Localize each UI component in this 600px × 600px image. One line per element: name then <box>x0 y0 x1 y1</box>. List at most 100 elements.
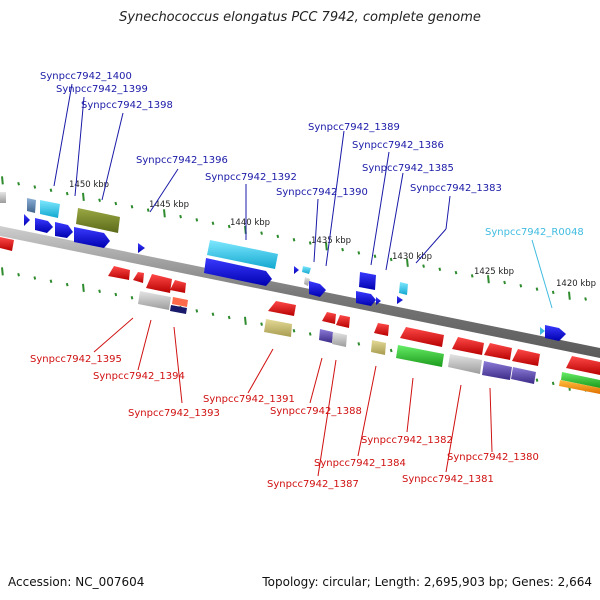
gene-feature <box>170 280 186 293</box>
track-tick <box>470 274 474 278</box>
scale-label: 1450 kbp <box>69 180 109 190</box>
track-tick <box>82 283 85 292</box>
rna-callout <box>531 239 553 309</box>
scale-label: 1445 kbp <box>149 200 189 210</box>
gene-feature <box>512 349 540 366</box>
scale-label: 1440 kbp <box>230 218 270 228</box>
gene-label[interactable]: Synpcc7942_1398 <box>81 100 173 111</box>
track-tick <box>260 231 263 235</box>
gene-label[interactable]: Synpcc7942_1400 <box>40 71 132 82</box>
track-tick <box>49 188 53 193</box>
gene-feature <box>397 296 403 304</box>
gene-feature <box>359 272 376 290</box>
gene-feature <box>448 354 482 374</box>
track-tick <box>373 254 377 258</box>
track-tick <box>276 234 280 239</box>
gene-feature <box>204 258 272 286</box>
gene-feature <box>76 208 120 233</box>
gene-feature <box>540 327 545 335</box>
gene-feature <box>319 329 333 343</box>
gene-feature <box>332 332 347 347</box>
track-tick <box>551 290 555 295</box>
track-tick <box>325 242 328 251</box>
track-tick <box>17 181 20 186</box>
gene-feature <box>304 277 310 286</box>
track-tick <box>17 272 20 277</box>
gene-label[interactable]: Synpcc7942_1382 <box>361 435 453 446</box>
gene-feature <box>322 312 336 324</box>
track-tick <box>33 185 37 189</box>
gene-feature <box>24 214 30 226</box>
forward-features <box>0 192 566 341</box>
track-tick <box>163 209 166 218</box>
gene-feature <box>294 266 299 274</box>
gene-label[interactable]: Synpcc7942_1383 <box>410 183 502 194</box>
track-tick <box>357 251 361 255</box>
track-tick <box>146 208 150 212</box>
gene-feature <box>511 367 536 384</box>
gene-label[interactable]: Synpcc7942_1381 <box>402 474 494 485</box>
gene-feature <box>138 291 171 310</box>
track-tick <box>519 284 523 288</box>
gene-label[interactable]: Synpcc7942_1388 <box>270 406 362 417</box>
scale-labels: 1450 kbp 1445 kbp 1440 kbp 1435 kbp 1430… <box>69 180 596 289</box>
gene-feature <box>559 380 600 394</box>
gene-label[interactable]: Synpcc7942_1389 <box>308 122 400 133</box>
track-tick <box>551 381 555 386</box>
track-tick <box>438 267 442 272</box>
gene-feature <box>545 325 566 341</box>
gene-label[interactable]: Synpcc7942_1395 <box>30 354 122 365</box>
track-tick <box>357 342 361 346</box>
track-tick <box>179 214 182 219</box>
gene-feature <box>356 291 376 306</box>
gene-label[interactable]: Synpcc7942_1386 <box>352 140 444 151</box>
track-tick <box>211 221 215 225</box>
accession-label: Accession: NC_007604 <box>8 575 145 589</box>
gene-feature <box>172 297 188 307</box>
track-tick <box>1 176 4 185</box>
gene-feature <box>336 315 350 328</box>
forward-callouts <box>53 83 451 271</box>
gene-label[interactable]: Synpcc7942_1384 <box>314 458 406 469</box>
track-tick <box>98 289 101 293</box>
gene-label[interactable]: Synpcc7942_1396 <box>136 155 228 166</box>
track-tick <box>535 287 539 291</box>
track-tick <box>49 279 53 284</box>
track-tick <box>65 282 69 287</box>
scale-label: 1430 kbp <box>392 252 432 262</box>
track-tick <box>98 198 101 202</box>
gene-label[interactable]: Synpcc7942_1391 <box>203 394 295 405</box>
gene-feature <box>0 192 6 203</box>
gene-feature <box>399 282 408 295</box>
track-tick <box>244 316 247 325</box>
rna-label[interactable]: Synpcc7942_R0048 <box>485 227 584 238</box>
track-tick <box>33 276 37 280</box>
gene-feature <box>170 305 187 314</box>
gene-feature <box>27 198 36 213</box>
gene-feature <box>396 345 444 367</box>
gene-label[interactable]: Synpcc7942_1380 <box>447 452 539 463</box>
genome-summary: Topology: circular; Length: 2,695,903 bp… <box>262 575 592 589</box>
gene-feature <box>74 227 110 248</box>
gene-feature <box>561 372 600 388</box>
gene-label[interactable]: Synpcc7942_1394 <box>93 371 185 382</box>
gene-feature <box>374 323 389 336</box>
track-tick <box>568 291 571 300</box>
gene-label[interactable]: Synpcc7942_1399 <box>56 84 148 95</box>
gene-label[interactable]: Synpcc7942_1387 <box>267 479 359 490</box>
track-tick <box>406 258 409 267</box>
gene-feature <box>146 274 172 293</box>
map-title: Synechococcus elongatus PCC 7942, comple… <box>119 10 481 25</box>
reverse-features <box>0 237 600 394</box>
track-tick <box>292 328 296 333</box>
track-tick <box>292 237 296 242</box>
gene-label[interactable]: Synpcc7942_1385 <box>362 163 454 174</box>
gene-label[interactable]: Synpcc7942_1392 <box>205 172 297 183</box>
gene-label[interactable]: Synpcc7942_1390 <box>276 187 368 198</box>
track-tick <box>130 296 134 300</box>
gene-feature <box>376 297 381 305</box>
track-tick <box>389 257 393 262</box>
gene-label[interactable]: Synpcc7942_1393 <box>128 408 220 419</box>
gene-feature <box>371 340 386 355</box>
